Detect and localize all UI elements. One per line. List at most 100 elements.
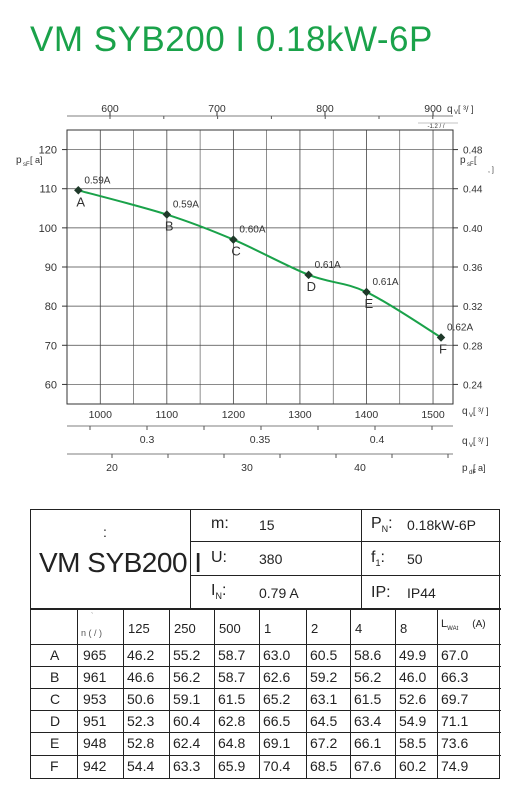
- table-cell-value: 61.5: [218, 691, 246, 707]
- table-cell-value: 69.1: [263, 735, 291, 751]
- point-current-label: 0.62A: [447, 322, 473, 333]
- axis2-sub: V: [469, 443, 473, 449]
- divider: [190, 541, 501, 542]
- spec-table: : VM SYB200 I m: 15 PN: 0.18kW-6P U: 380…: [30, 509, 501, 779]
- right-axis-unit2: , ]: [488, 167, 494, 174]
- table-cell-value: 52.8: [127, 735, 155, 751]
- table-cell-value: 68.5: [310, 758, 338, 774]
- table-cell-value: 67.2: [310, 735, 338, 751]
- table-row-point: F: [50, 758, 59, 774]
- left-tick-label: 110: [39, 184, 57, 196]
- table-cell-value: 59.2: [310, 669, 338, 685]
- divider: [190, 575, 501, 576]
- table-row-point: A: [50, 647, 60, 663]
- divider: [361, 510, 362, 608]
- table-row-line: [31, 688, 501, 689]
- table-cell-value: 58.7: [218, 647, 246, 663]
- table-cell-value: 56.2: [173, 669, 201, 685]
- axis2-tick-label: 0.35: [250, 434, 271, 446]
- data-point-a: [74, 186, 83, 195]
- bottom-tick-label: 1100: [156, 409, 179, 421]
- table-cell-value: 63.3: [173, 758, 201, 774]
- table-column-line: [123, 608, 124, 778]
- table-cell-value: 69.7: [441, 691, 469, 707]
- u-label: U:: [211, 549, 227, 566]
- table-column-line: [395, 608, 396, 778]
- point-current-label: 0.59A: [173, 200, 199, 211]
- freq-header-4: 4: [355, 621, 363, 636]
- bottom-tick-label: 1500: [421, 409, 445, 421]
- table-cell-value: 46.0: [399, 669, 427, 685]
- table-cell-value: 67.0: [441, 647, 469, 663]
- table-cell-n: 961: [83, 669, 107, 685]
- performance-chart: 120 110 100 90 80 70 60 0.48 0.44 0.40 0.36 0.32 0.2…: [16, 103, 494, 476]
- lw-header: LWAt (A): [441, 618, 486, 633]
- data-point-c: [229, 235, 238, 244]
- freq-header-500: 500: [219, 621, 241, 636]
- axis3-unit: [ a]: [473, 463, 486, 473]
- left-axis-label: p: [16, 155, 22, 166]
- freq-header-125: 125: [128, 621, 150, 636]
- chart-axes: 120 110 100 90 80 70 60 0.48 0.44 0.40 0.36 0.32 0.2…: [16, 103, 494, 476]
- table-cell-value: 67.6: [354, 758, 382, 774]
- u-value: 380: [259, 551, 283, 567]
- table-cell-value: 73.6: [441, 735, 469, 751]
- model-colon: :: [103, 524, 107, 540]
- table-cell-value: 62.4: [173, 735, 201, 751]
- table-cell-value: 64.8: [218, 735, 246, 751]
- right-tick-label: 0.32: [463, 302, 483, 313]
- axis3-tick-label: 20: [106, 462, 118, 474]
- f-value: 50: [407, 551, 423, 567]
- left-tick-label: 60: [45, 379, 57, 391]
- axis3-sub: dF: [469, 470, 476, 476]
- freq-header-2: 2: [311, 621, 319, 636]
- table-cell-n: 953: [83, 691, 107, 707]
- model-name: VM SYB200 I: [39, 547, 202, 578]
- table-cell-value: 59.1: [173, 691, 201, 707]
- point-letter-label: B: [165, 219, 174, 234]
- point-current-label: 0.59A: [84, 175, 110, 186]
- bottom-axis-sub: V: [469, 413, 473, 419]
- data-point-f: [436, 333, 446, 342]
- bottom-axis-unit: [ ³/ ]: [473, 406, 489, 416]
- table-cell-value: 58.6: [354, 647, 382, 663]
- table-column-line: [259, 608, 260, 778]
- right-axis-label: p: [460, 155, 466, 166]
- right-tick-label: 0.44: [463, 185, 483, 196]
- table-column-line: [437, 608, 438, 778]
- table-cell-value: 66.5: [263, 713, 291, 729]
- table-cell-value: 70.4: [263, 758, 291, 774]
- table-cell-value: 65.2: [263, 691, 291, 707]
- table-column-line: [169, 608, 170, 778]
- table-cell-value: 54.9: [399, 713, 427, 729]
- top-tick-label: 600: [101, 103, 119, 115]
- left-tick-label: 80: [45, 301, 57, 313]
- in-value: 0.79 A: [259, 585, 299, 601]
- left-tick-label: 100: [39, 223, 57, 235]
- bottom-tick-label: 1300: [288, 409, 312, 421]
- right-axis-unit: [: [474, 155, 477, 165]
- pn-label: PN:: [371, 515, 393, 535]
- top-axis-sub: V: [454, 110, 458, 116]
- table-cell-value: 64.5: [310, 713, 338, 729]
- table-column-line: [214, 608, 215, 778]
- table-cell-value: 63.4: [354, 713, 382, 729]
- table-cell-value: 71.1: [441, 713, 469, 729]
- table-cell-value: 52.6: [399, 691, 427, 707]
- bottom-tick-label: 1400: [355, 409, 379, 421]
- bottom-axis-label: q: [462, 406, 468, 417]
- table-cell-value: 56.2: [354, 669, 382, 685]
- table-cell-value: 58.7: [218, 669, 246, 685]
- table-cell-value: 62.6: [263, 669, 291, 685]
- top-tick-label: 800: [316, 103, 334, 115]
- table-row-point: E: [50, 735, 60, 751]
- point-current-label: 0.61A: [372, 277, 398, 288]
- table-cell-value: 74.9: [441, 758, 469, 774]
- table-cell-value: 55.2: [173, 647, 201, 663]
- table-row-line: [31, 710, 501, 711]
- table-row-line: [31, 666, 501, 667]
- table-row-point: D: [50, 713, 61, 729]
- n-header: n ( / ): [81, 628, 103, 638]
- top-tick-label: 700: [208, 103, 226, 115]
- freq-header-8: 8: [400, 621, 408, 636]
